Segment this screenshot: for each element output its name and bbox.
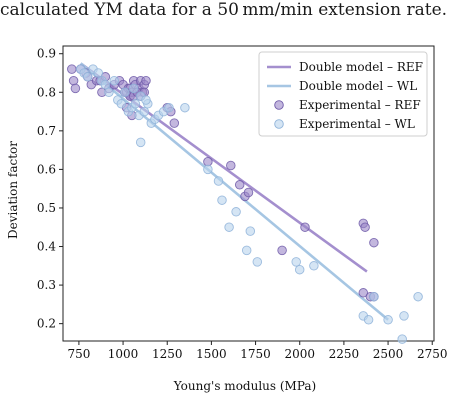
data-point-s2-27 [141,75,151,86]
data-point-s2-43 [277,245,287,256]
x-tick-label-2: 1250 [152,347,183,361]
data-point-s2-42 [243,187,254,198]
y-tick-label-4: 0.6 [37,162,56,176]
legend-label-0: Double model – REF [299,60,423,74]
legend-label-3: Experimental – WL [299,117,415,131]
legend-label-2: Experimental – REF [299,98,421,112]
y-tick-label-0: 0.2 [37,317,56,331]
data-point-s3-4 [93,68,104,78]
data-point-s3-27 [141,95,151,105]
data-point-s3-32 [231,207,241,217]
data-point-s2-48 [358,288,369,298]
x-tick-label-8: 2750 [417,347,448,361]
data-point-s3-30 [217,195,227,205]
axes-frame [62,45,435,342]
y-tick-label-3: 0.5 [37,201,56,215]
data-point-s3-7 [104,87,114,98]
data-point-s3-33 [241,245,252,256]
data-point-s3-45 [413,291,423,302]
data-point-s2-40 [234,180,245,190]
data-point-s3-10 [116,99,127,109]
figure-caption: calculated YM data for a 50 mm/min exten… [0,0,448,20]
data-point-s3-6 [100,79,111,90]
experimental-points [67,64,423,344]
data-point-s2-1 [68,75,79,86]
data-point-s3-29 [213,176,224,186]
data-point-s2-2 [70,83,81,94]
y-tick-label-7: 0.9 [37,47,56,61]
data-point-s3-25 [128,83,139,94]
data-point-s2-44 [300,222,310,232]
x-tick-label-0: 750 [67,347,90,361]
y-axis-label: Deviation factor [6,141,20,239]
axis-ticks: 750 1000 1250 1500 1750 2000 2250 2500 2750 0.2 0.… [37,47,448,361]
data-point-s3-35 [252,257,263,267]
data-point-s2-37 [169,118,180,128]
data-point-s3-42 [383,315,393,325]
data-point-s3-41 [369,291,379,302]
x-axis-label: Young's modulus (MPa) [173,379,316,393]
x-tick-label-6: 2250 [329,347,360,361]
legend-swatch-2 [274,100,284,110]
data-point-s3-31 [224,222,234,232]
x-tick-label-7: 2500 [373,347,404,361]
data-point-s3-38 [309,261,319,271]
y-tick-label-1: 0.3 [37,278,56,292]
data-point-s3-14 [130,99,141,109]
data-point-s3-23 [164,102,174,113]
data-point-s3-44 [399,311,409,321]
data-point-s3-11 [120,87,130,98]
data-point-s3-28 [203,164,213,175]
data-point-s3-2 [82,72,93,82]
data-point-s3-16 [135,137,146,148]
data-point-s2-46 [360,222,370,232]
data-point-s2-39 [226,160,236,171]
x-tick-label-1: 1000 [108,347,139,361]
y-tick-label-6: 0.8 [37,85,56,99]
data-point-s3-37 [294,264,305,275]
y-tick-label-2: 0.4 [37,240,56,254]
data-point-s3-17 [139,106,150,117]
legend-box [258,51,428,137]
data-point-s2-0 [67,64,77,74]
data-point-s3-34 [245,226,256,236]
y-tick-label-5: 0.7 [37,124,56,138]
data-point-s3-40 [363,315,374,325]
plot-frame [62,45,435,342]
legend: Double model – REF Double model – WL Exper… [258,51,428,137]
data-point-s3-43 [397,334,407,344]
data-point-s3-8 [109,75,119,86]
data-point-s2-47 [369,237,379,248]
data-point-s3-36 [291,257,301,267]
x-tick-label-5: 2000 [284,347,315,361]
legend-swatch-3 [274,119,284,129]
data-point-s3-24 [180,102,190,113]
x-tick-label-3: 1500 [196,347,227,361]
legend-label-1: Double model – WL [299,79,417,93]
x-tick-label-4: 1750 [240,347,271,361]
